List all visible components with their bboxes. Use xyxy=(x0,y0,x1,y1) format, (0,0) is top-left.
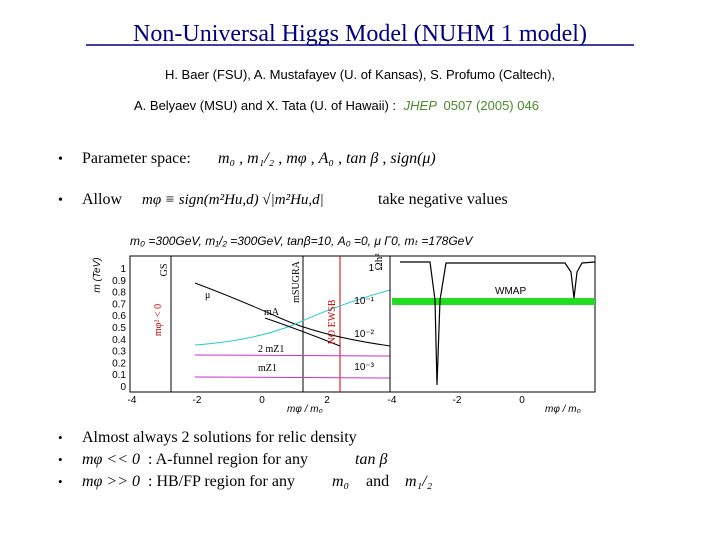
annotation: 2 mZ1 xyxy=(258,344,284,355)
y-axis-label: Ωh² xyxy=(373,253,385,271)
bullet: • xyxy=(58,452,63,467)
x-axis-label: mφ / m₀ xyxy=(545,404,581,415)
figure-caption: m₀ =300GeV, m₁/₂ =300GeV, tanβ=10, A₀ =0… xyxy=(130,234,473,248)
formula: m₀ xyxy=(332,473,349,490)
bullet-text: : HB/FP region for any xyxy=(148,473,295,490)
y-tick-label: 0.9 xyxy=(112,276,126,287)
y-tick-label: 0.1 xyxy=(112,370,126,381)
formula: mφ >> 0 xyxy=(82,473,140,490)
annotation: GS xyxy=(159,264,170,277)
formula: m₀ , m₁/₂ , mφ , A₀ , tan β , sign(μ) xyxy=(218,150,436,167)
y-axis-label: m (TeV) xyxy=(92,257,103,292)
y-tick-label: 0.2 xyxy=(112,358,126,369)
bullet: • xyxy=(58,474,63,489)
mz1-curve xyxy=(194,376,391,379)
y-tick-label: 0.5 xyxy=(112,323,126,334)
formula: mφ << 0 xyxy=(82,451,140,468)
bullet-text: and xyxy=(366,473,389,490)
y-tick-label: 0 xyxy=(120,382,126,393)
journal: JHEP xyxy=(403,98,438,113)
annotation: μ xyxy=(205,290,210,301)
x-tick-label: -2 xyxy=(193,395,202,406)
formula: mφ ≡ sign(m²Hu,d) √|m²Hu,d| xyxy=(142,192,324,208)
x-axis-label: mφ / m₀ xyxy=(287,404,323,415)
authors: A. Belyaev (MSU) and X. Tata (U. of Hawa… xyxy=(134,98,539,113)
y-tick-label: 1 xyxy=(120,264,126,275)
left-plot: m (TeV) 10.90.80.70.60.50.40.30.20.10 -4… xyxy=(92,255,391,415)
annotation: mφ² < 0 xyxy=(153,304,164,336)
formula: tan β xyxy=(355,451,387,468)
relic-curve xyxy=(400,261,596,386)
bullet-text: Allow xyxy=(82,191,122,208)
plot-frame xyxy=(389,255,596,393)
wmap-band xyxy=(392,298,595,305)
mu-curve xyxy=(194,282,391,347)
annotation: NO EWSB xyxy=(327,299,338,344)
ma-curve xyxy=(194,289,391,346)
formula: m₁/₂ xyxy=(405,473,433,490)
y-tick-label: 0.3 xyxy=(112,347,126,358)
annotation: mSUGRA xyxy=(291,260,302,302)
bullet-text: Almost always 2 solutions for relic dens… xyxy=(82,429,357,446)
bullet-text: Parameter space: xyxy=(82,150,191,167)
band-label: WMAP xyxy=(495,286,526,297)
x-tick-label: 0 xyxy=(519,395,525,406)
authors: A. Belyaev (MSU) and X. Tata (U. of Hawa… xyxy=(134,98,396,113)
bullet-text: take negative values xyxy=(378,191,508,208)
bullet: • xyxy=(58,152,63,167)
y-tick-label: 0.7 xyxy=(112,299,126,310)
reference: 0507 (2005) 046 xyxy=(444,98,539,113)
mz1-curve xyxy=(194,354,391,357)
x-tick-label: 2 xyxy=(324,395,330,406)
x-tick-label: -4 xyxy=(128,395,137,406)
y-tick-label: 10⁻¹ xyxy=(354,296,374,307)
y-tick-label: 10⁻³ xyxy=(354,362,374,373)
x-tick-label: 0 xyxy=(259,395,265,406)
title: Non-Universal Higgs Model (NUHM 1 model) xyxy=(133,21,587,47)
bullet: • xyxy=(58,193,63,208)
annotation: mA xyxy=(264,307,280,318)
y-tick-label: 10⁻² xyxy=(354,329,374,340)
ma-curve xyxy=(264,317,341,347)
x-tick-label: -4 xyxy=(388,395,397,406)
bullet-text: : A-funnel region for any xyxy=(148,451,308,468)
bullet: • xyxy=(58,430,63,445)
right-plot: Ωh² 1 10⁻¹ 10⁻² 10⁻³ -4 -2 0 mφ / m₀ WMAP xyxy=(354,253,596,415)
authors: H. Baer (FSU), A. Mustafayev (U. of Kans… xyxy=(165,67,555,82)
x-tick-label: -2 xyxy=(453,395,462,406)
y-tick-label: 1 xyxy=(368,263,374,274)
annotation: mZ1 xyxy=(258,363,277,374)
y-tick-label: 0.6 xyxy=(112,311,126,322)
y-tick-label: 0.4 xyxy=(112,335,126,346)
y-tick-label: 0.8 xyxy=(112,288,126,299)
